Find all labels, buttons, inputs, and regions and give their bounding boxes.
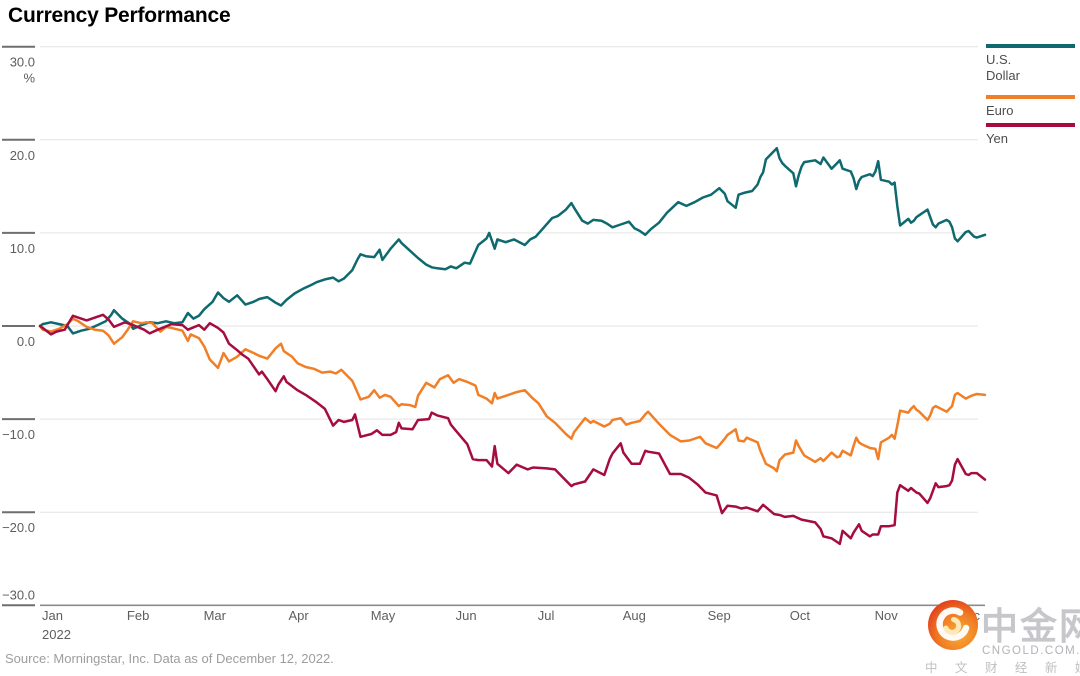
- source-note: Source: Morningstar, Inc. Data as of Dec…: [5, 651, 334, 666]
- series-line-yen: [38, 313, 987, 546]
- legend-item-yen: Yen: [986, 123, 1076, 147]
- watermark-site-name: 中金网: [981, 606, 1080, 647]
- series-line-euro: [38, 317, 987, 473]
- series-line-u-s-dollar: [38, 146, 987, 335]
- page-title: Currency Performance: [8, 4, 231, 27]
- yen-color-swatch: [986, 123, 1075, 127]
- x-month-label: Nov: [875, 608, 899, 623]
- x-month-label: Jun: [456, 608, 477, 623]
- y-tick-label: 10.0: [10, 241, 35, 256]
- legend-label-yen: Yen: [986, 131, 1008, 146]
- euro-color-swatch: [986, 95, 1075, 99]
- x-month-label: Mar: [204, 608, 227, 623]
- x-month-label: Jul: [538, 608, 555, 623]
- x-month-label: Sep: [708, 608, 731, 623]
- us-dollar-color-swatch: [986, 44, 1075, 48]
- y-tick-label: −30.0: [2, 587, 35, 602]
- watermark-tagline: 中 文 财 经 新 媒 体: [925, 661, 1080, 675]
- x-month-label: Aug: [623, 608, 646, 623]
- x-month-label: Jan: [42, 608, 63, 623]
- cngold-logo-icon: [928, 600, 978, 650]
- legend-label-euro: Euro: [986, 103, 1014, 118]
- y-tick-label: 20.0: [10, 148, 35, 163]
- y-tick-label: −20.0: [2, 520, 35, 535]
- x-month-label: May: [371, 608, 396, 623]
- legend-item-us-dollar: U.S. Dollar: [986, 44, 1076, 84]
- watermark-domain: CNGOLD.COM.CN: [982, 645, 1080, 657]
- legend-item-euro: Euro: [986, 95, 1076, 119]
- x-year-label: 2022: [42, 627, 71, 642]
- legend-label-us-dollar: U.S. Dollar: [986, 52, 1020, 83]
- x-month-label: Feb: [127, 608, 149, 623]
- y-axis-unit-label: %: [23, 71, 35, 86]
- x-month-label: Oct: [790, 608, 811, 623]
- y-tick-label: 30.0: [10, 55, 35, 70]
- y-tick-label: 0.0: [17, 334, 35, 349]
- x-month-label: Apr: [289, 608, 310, 623]
- y-tick-label: −10.0: [2, 427, 35, 442]
